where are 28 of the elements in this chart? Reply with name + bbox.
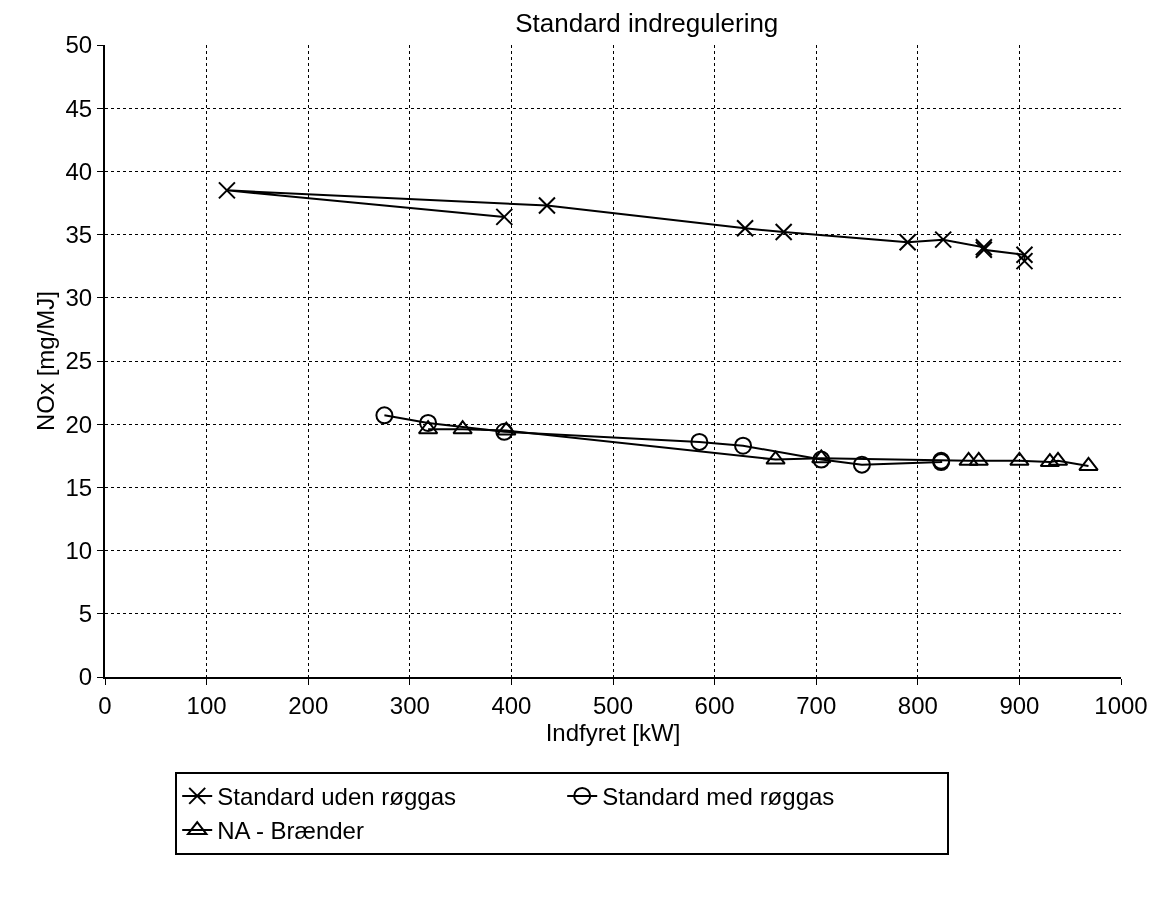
y-tick-label: 20	[65, 410, 93, 438]
y-tick-label: 0	[78, 663, 93, 691]
x-tick-label: 100	[186, 691, 227, 719]
y-axis-title: NOx [mg/MJ]	[32, 290, 60, 432]
y-tick-label: 10	[65, 537, 93, 564]
x-tick-label: 400	[491, 691, 532, 719]
y-tick-label: 15	[65, 473, 93, 501]
x-tick-label: 300	[389, 691, 430, 719]
x-tick-label: 600	[694, 691, 735, 719]
x-tick-label: 500	[592, 691, 634, 719]
y-tick-label: 5	[78, 600, 93, 628]
x-tick-label: 800	[897, 691, 938, 719]
legend-label: Standard uden røggas	[217, 783, 457, 811]
y-tick-label: 40	[65, 157, 93, 185]
x-tick-label: 700	[796, 691, 837, 719]
chart-title: Standard indregulering	[515, 7, 779, 38]
y-tick-label: 35	[65, 221, 93, 248]
legend-label: NA - Brænder	[217, 817, 364, 845]
x-tick-label: 900	[999, 691, 1040, 719]
legend-label: Standard med røggas	[602, 783, 835, 811]
y-tick-label: 50	[65, 31, 93, 59]
y-tick-label: 45	[65, 94, 93, 122]
x-tick-label: 0	[98, 691, 112, 719]
x-tick-label: 200	[288, 691, 329, 719]
y-tick-label: 30	[65, 284, 93, 312]
y-tick-label: 25	[65, 347, 93, 375]
x-axis-title: Indfyret [kW]	[545, 718, 681, 746]
x-tick-label: 1000	[1094, 691, 1148, 719]
